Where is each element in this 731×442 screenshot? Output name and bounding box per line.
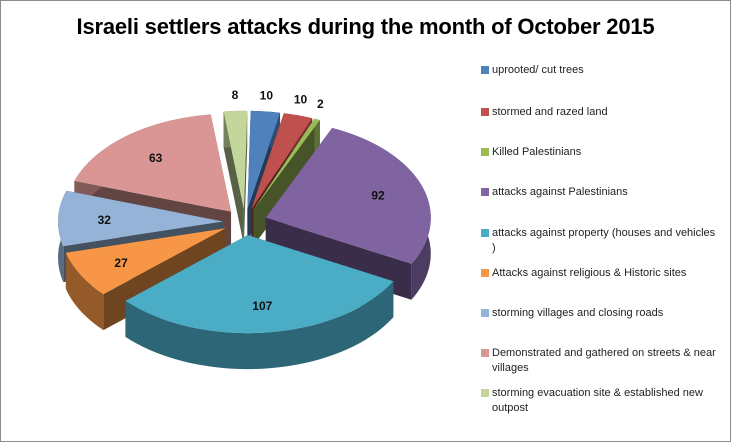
legend-item-razed-land: stormed and razed land xyxy=(481,105,717,120)
pie-slice xyxy=(223,110,248,245)
legend-swatch xyxy=(481,349,489,357)
legend-item-religious-sites: Attacks against religious & Historic sit… xyxy=(481,266,717,281)
legend-swatch xyxy=(481,229,489,237)
data-label: 2 xyxy=(317,97,324,111)
legend-label: attacks against Palestinians xyxy=(492,186,628,198)
legend-item-uprooted-trees: uprooted/ cut trees xyxy=(481,63,717,78)
data-label: 10 xyxy=(260,89,274,103)
legend-label: storming evacuation site & established n… xyxy=(492,387,703,414)
legend-swatch xyxy=(481,389,489,397)
legend-item-demonstrated: Demonstrated and gathered on streets & n… xyxy=(481,346,717,376)
legend-swatch xyxy=(481,108,489,116)
legend-label: storming villages and closing roads xyxy=(492,307,664,319)
data-label: 63 xyxy=(149,151,163,165)
data-label: 8 xyxy=(232,88,239,102)
legend-item-attacks-palestinians: attacks against Palestinians xyxy=(481,185,717,200)
data-label: 32 xyxy=(98,213,112,227)
pie-plot-area: 10 10 2 92 107 27 32 63 8 xyxy=(58,88,431,370)
legend-swatch xyxy=(481,269,489,277)
pie-slices xyxy=(58,110,431,370)
legend-swatch xyxy=(481,188,489,196)
data-label: 10 xyxy=(294,93,308,107)
legend-label: attacks against property (houses and veh… xyxy=(492,227,716,254)
legend-item-attacks-property: attacks against property (houses and veh… xyxy=(481,226,717,256)
data-label: 92 xyxy=(371,189,385,203)
legend-swatch xyxy=(481,309,489,317)
legend-label: Attacks against religious & Historic sit… xyxy=(492,267,687,279)
legend-label: Killed Palestinians xyxy=(492,146,582,158)
data-label: 27 xyxy=(114,256,128,270)
pie-slice xyxy=(125,235,394,370)
chart-title: Israeli settlers attacks during the mont… xyxy=(76,14,655,39)
pie-data-labels: 10 10 2 92 107 27 32 63 8 xyxy=(98,88,385,313)
legend-item-evacuation-outpost: storming evacuation site & established n… xyxy=(481,386,717,416)
legend-label: Demonstrated and gathered on streets & n… xyxy=(492,347,716,374)
legend-label: uprooted/ cut trees xyxy=(492,64,584,76)
legend-swatch xyxy=(481,148,489,156)
legend-swatch xyxy=(481,66,489,74)
legend-label: stormed and razed land xyxy=(492,106,608,118)
data-label: 107 xyxy=(252,299,272,313)
legend-item-killed: Killed Palestinians xyxy=(481,145,717,160)
legend-item-storming-villages: storming villages and closing roads xyxy=(481,306,717,321)
